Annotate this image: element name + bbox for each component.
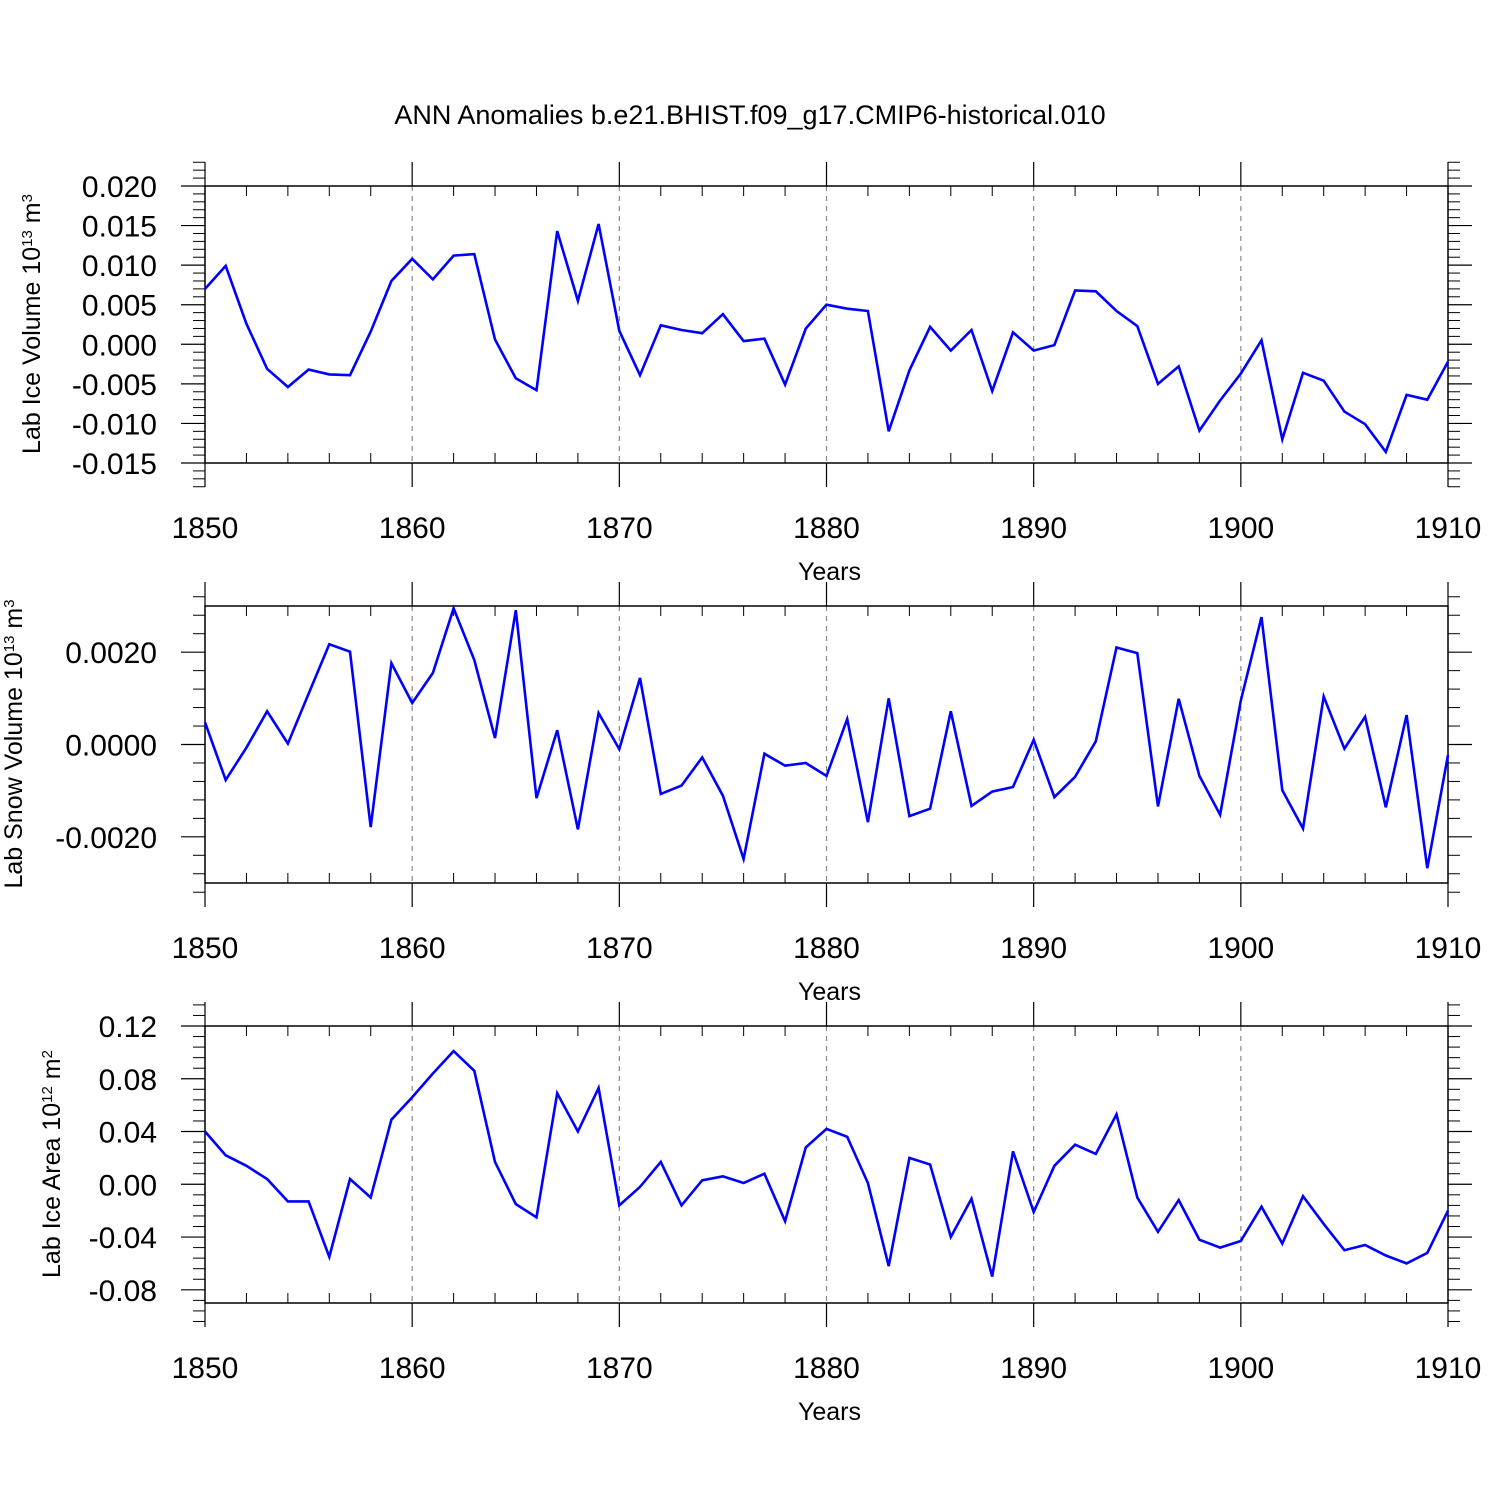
y-tick-label: -0.08	[89, 1275, 157, 1308]
series-line	[204, 1049, 1450, 1277]
y-tick-label: 0.04	[99, 1117, 157, 1150]
x-tick-label: 1880	[793, 932, 860, 965]
y-tick-label: 0.000	[82, 329, 157, 362]
x-axis-label: Years	[798, 558, 861, 586]
x-tick-label: 1910	[1415, 512, 1482, 545]
y-tick-label: 0.0020	[65, 637, 157, 670]
y-tick-label: 0.08	[99, 1064, 157, 1097]
x-tick-label: 1850	[172, 512, 239, 545]
figure-title: ANN Anomalies b.e21.BHIST.f09_g17.CMIP6-…	[394, 100, 1105, 130]
x-tick-label: 1890	[1000, 932, 1067, 965]
x-tick-label: 1910	[1415, 932, 1482, 965]
y-tick-label: 0.00	[99, 1169, 157, 1202]
x-tick-label: 1880	[793, 1352, 860, 1385]
y-axis-label: Lab Ice Volume 1013 m3	[18, 194, 46, 454]
chart-panel-1: 1850 1860 1870 1880 1890 1900 1910 -0.015 -0.010…	[18, 161, 1482, 586]
x-tick-label: 1910	[1415, 1352, 1482, 1385]
y-tick-label: -0.005	[72, 369, 157, 402]
y-axis-label: Lab Snow Volume 1013 m3	[0, 599, 28, 888]
x-tick-label: 1900	[1207, 1352, 1274, 1385]
x-tick-label: 1890	[1000, 1352, 1067, 1385]
x-tick-label: 1850	[172, 1352, 239, 1385]
y-tick-label: 0.005	[82, 290, 157, 323]
chart-panel-3: 1850 1860 1870 1880 1890 1900 1910 -0.08 -0.04 0.…	[38, 1002, 1481, 1426]
chart-panel-2: 1850 1860 1870 1880 1890 1900 1910 -0.0020 0.000…	[0, 582, 1481, 1006]
x-tick-label: 1880	[793, 512, 860, 545]
y-tick-label: 0.12	[99, 1011, 157, 1044]
y-tick-label: 0.0000	[65, 730, 157, 763]
y-tick-label: 0.010	[82, 250, 157, 283]
series-line	[203, 604, 1450, 869]
x-tick-label: 1860	[379, 512, 446, 545]
x-tick-label: 1900	[1207, 512, 1274, 545]
x-tick-label: 1890	[1000, 512, 1067, 545]
x-tick-label: 1870	[586, 512, 653, 545]
y-tick-label: -0.04	[89, 1222, 157, 1255]
y-axis-label: Lab Ice Area 1012 m2	[38, 1050, 66, 1278]
x-tick-label: 1870	[586, 932, 653, 965]
y-tick-label: -0.015	[72, 448, 157, 481]
y-tick-label: -0.010	[72, 408, 157, 441]
y-tick-label: 0.020	[82, 171, 157, 204]
x-tick-label: 1900	[1207, 932, 1274, 965]
y-tick-label: -0.0020	[55, 822, 157, 855]
x-axis-label: Years	[798, 978, 861, 1006]
x-tick-label: 1870	[586, 1352, 653, 1385]
y-tick-label: 0.015	[82, 211, 157, 244]
x-axis-label: Years	[798, 1398, 861, 1426]
x-tick-label: 1850	[172, 932, 239, 965]
x-tick-label: 1860	[379, 1352, 446, 1385]
series-line	[204, 223, 1450, 455]
x-tick-label: 1860	[379, 932, 446, 965]
